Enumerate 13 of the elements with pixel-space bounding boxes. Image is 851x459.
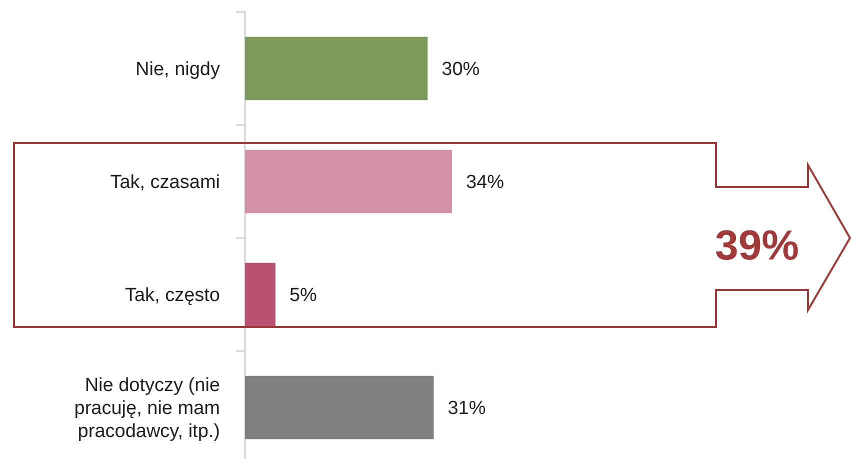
text: 39% — [714, 222, 800, 269]
bar — [245, 150, 452, 214]
data-label: 5% — [289, 285, 318, 306]
y-tick-label: Tak, często — [124, 285, 220, 306]
y-tick-label: Tak, czasami — [110, 172, 220, 194]
y-tick-label: Nie, nigdy — [136, 59, 220, 80]
data-label: 31% — [448, 398, 486, 420]
y-tick-label: Nie dotyczy (nie pracuję, nie mam pracodawcy, itp.) — [74, 375, 220, 442]
bar — [245, 36, 428, 100]
data-label: 34% — [466, 172, 504, 194]
bar — [245, 376, 434, 440]
data-label: 30% — [442, 59, 480, 80]
bar — [245, 262, 276, 326]
